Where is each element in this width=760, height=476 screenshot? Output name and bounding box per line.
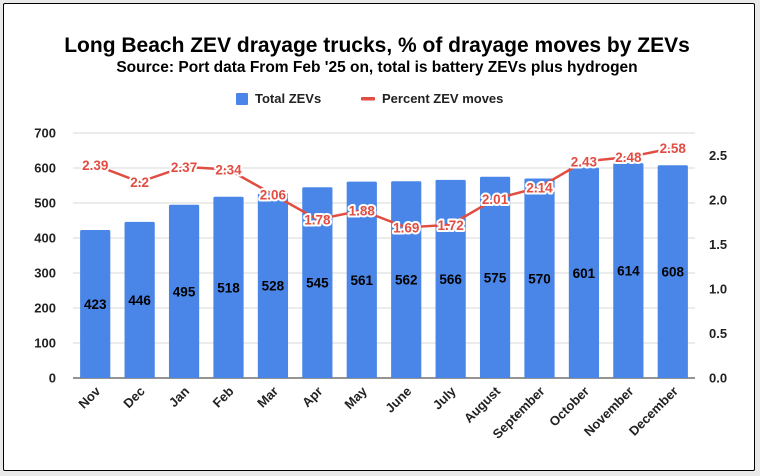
bar-value-label: 562 [395, 273, 418, 288]
line-value-label-halo: 2.06 [260, 187, 287, 202]
line-value-label: 2.48 [615, 150, 642, 165]
bar-value-label: 566 [439, 272, 462, 287]
bar-value-label: 423 [84, 297, 107, 312]
legend-label-bars: Total ZEVs [255, 91, 321, 106]
line-value-label: 1.69 [393, 220, 419, 235]
x-category-label: Mar [254, 384, 281, 411]
x-category-label: Nov [75, 383, 104, 412]
y-right-tick-label: 1.0 [709, 281, 727, 296]
bar-value-label: 545 [306, 276, 329, 291]
line-value-label: 2.01 [482, 192, 509, 207]
bar-data-labels: 423 446 495 518 528 545 561 562 566 575 570 601 614 6… [84, 264, 685, 312]
y-left-tick-label: 0 [49, 371, 56, 386]
y-axis-right-ticks: 0.0 0.5 1.0 1.5 2.0 2.5 [709, 148, 727, 386]
x-category-label: Jan [166, 383, 192, 409]
gridlines [73, 132, 695, 379]
bar-value-label: 608 [662, 265, 685, 280]
bar-value-label: 575 [484, 270, 507, 285]
legend-swatch-bars [236, 93, 248, 105]
bar-value-label: 495 [173, 284, 196, 299]
y-left-tick-label: 200 [34, 301, 56, 316]
y-left-tick-label: 500 [34, 196, 56, 211]
y-left-tick-label: 400 [34, 231, 56, 246]
x-category-label: June [382, 384, 414, 416]
line-value-label: 1.88 [349, 204, 376, 219]
line-value-label: 2.2 [130, 175, 149, 190]
bar [391, 181, 422, 378]
bar [346, 181, 377, 378]
bar-value-label: 601 [573, 266, 596, 281]
line-value-label-halo: 2.14 [526, 180, 553, 195]
bar [613, 163, 644, 378]
line-value-label: 2.14 [526, 180, 553, 195]
bar-value-label: 561 [351, 273, 374, 288]
y-right-tick-label: 0.5 [709, 326, 727, 341]
line-value-label-halo: 1.78 [304, 212, 331, 227]
legend-label-line: Percent ZEV moves [382, 91, 503, 106]
y-right-tick-label: 0.0 [709, 371, 727, 386]
line-value-label-halo: 1.88 [349, 204, 376, 219]
bar-value-label: 518 [217, 280, 240, 295]
line-value-label-halo: 2.01 [482, 192, 509, 207]
chart-title: Long Beach ZEV drayage trucks, % of dray… [64, 34, 690, 57]
y-right-tick-label: 2.0 [709, 192, 727, 207]
y-left-tick-label: 300 [34, 266, 56, 281]
bar-series [80, 163, 688, 378]
line-value-label-halo: 2.39 [82, 158, 108, 173]
y-left-tick-label: 700 [34, 126, 56, 141]
line-value-label-halo: 2.37 [171, 160, 197, 175]
bar [568, 167, 600, 378]
y-left-tick-label: 100 [34, 336, 56, 351]
line-value-label: 1.72 [438, 218, 464, 233]
x-category-label: Apr [299, 384, 325, 410]
x-category-label: July [430, 383, 460, 413]
line-value-label-halo: 2.48 [615, 150, 642, 165]
legend: Total ZEVs Percent ZEV moves [236, 91, 503, 106]
line-value-label-halo: 2.43 [571, 155, 598, 170]
x-axis-categories: Nov Dec Jan Feb Mar Apr May June July AugustSepte… [75, 383, 681, 442]
bar-value-label: 528 [262, 279, 285, 294]
bar [302, 187, 333, 378]
line-value-label-halo: 1.72 [438, 218, 464, 233]
line-data-labels: 2.392.392.22.22.372.37 2.342.342.062.061.… [80, 139, 688, 237]
bar [657, 165, 688, 378]
line-value-label-halo: 2.58 [660, 141, 687, 156]
y-left-tick-label: 600 [34, 161, 56, 176]
line-value-label: 2.34 [215, 163, 242, 178]
line-value-label: 2.37 [171, 160, 197, 175]
legend-swatch-line [361, 97, 375, 101]
y-right-tick-label: 1.5 [709, 237, 727, 252]
line-value-label: 2.43 [571, 155, 598, 170]
chart-subtitle: Source: Port data From Feb '25 on, total… [116, 59, 637, 76]
line-value-label-halo: 2.2 [130, 175, 149, 190]
bar [479, 176, 511, 378]
chart-frame: Long Beach ZEV drayage trucks, % of dray… [3, 3, 755, 471]
bar [435, 179, 466, 378]
bar-value-label: 614 [617, 264, 640, 279]
percent-line [94, 146, 674, 229]
bar [524, 178, 555, 378]
y-right-tick-label: 2.5 [709, 148, 727, 163]
bar [168, 204, 200, 378]
line-value-label: 2.06 [260, 187, 287, 202]
chart: Long Beach ZEV drayage trucks, % of dray… [34, 34, 727, 442]
line-value-label: 2.39 [82, 158, 108, 173]
bar-value-label: 570 [528, 271, 551, 286]
line-value-label-halo: 2.34 [215, 163, 242, 178]
bar-value-label: 446 [128, 293, 151, 308]
bar [80, 229, 111, 378]
x-category-label: August [461, 383, 504, 426]
bar [257, 193, 289, 378]
bar [213, 196, 244, 378]
x-category-label: October [546, 384, 592, 430]
line-value-label-halo: 1.69 [393, 220, 419, 235]
bar [124, 221, 155, 378]
line-value-label: 1.78 [304, 212, 331, 227]
line-series [94, 146, 674, 229]
x-category-label: Feb [210, 383, 237, 410]
x-category-label: Dec [120, 384, 147, 411]
y-axis-left-ticks: 0 100 200 300 400 500 600 700 [34, 126, 56, 386]
x-category-label: May [341, 383, 370, 412]
line-value-label: 2.58 [660, 141, 687, 156]
